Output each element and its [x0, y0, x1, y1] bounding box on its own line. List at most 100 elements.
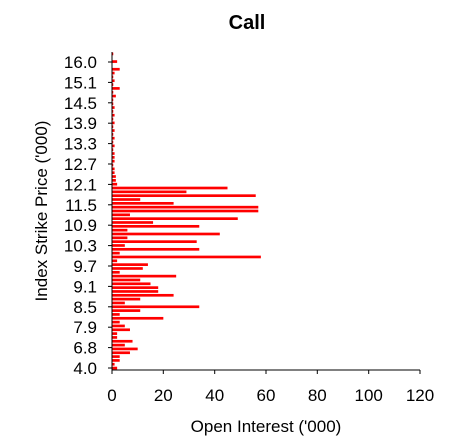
bar — [112, 87, 120, 90]
bar — [112, 148, 114, 152]
bar — [112, 209, 259, 213]
bar — [112, 159, 115, 163]
bar — [112, 110, 114, 113]
y-tick-label: 12.1 — [64, 175, 97, 194]
chart-title: Call — [229, 12, 266, 34]
bar — [112, 251, 120, 255]
bar — [112, 309, 141, 312]
x-tick-label: 120 — [406, 386, 434, 405]
y-tick-label: 9.1 — [73, 277, 97, 296]
bar — [112, 316, 164, 320]
y-axis-title: Index Strike Price ('000) — [32, 121, 51, 302]
y-tick-label: 14.5 — [64, 94, 97, 113]
y-tick-label: 10.3 — [64, 237, 97, 256]
bar — [112, 320, 120, 324]
x-tick-label: 0 — [107, 386, 116, 405]
bar — [112, 136, 115, 140]
bar — [112, 282, 151, 286]
bar — [112, 106, 115, 109]
x-axis-title: Open Interest ('000) — [191, 417, 342, 436]
bar — [112, 129, 115, 132]
y-tick-label: 12.7 — [64, 155, 97, 174]
bar — [112, 263, 148, 266]
bar — [112, 232, 220, 236]
bar — [112, 221, 154, 224]
bar — [112, 293, 174, 297]
bar — [112, 121, 115, 125]
bar — [112, 240, 197, 243]
bar — [112, 274, 177, 278]
bar — [112, 228, 128, 232]
bar — [112, 286, 159, 289]
bar — [112, 175, 116, 178]
y-tick-label: 11.5 — [65, 196, 97, 215]
bar — [112, 163, 114, 167]
y-tick-label: 10.9 — [64, 216, 97, 235]
bar — [112, 71, 115, 75]
bar — [112, 339, 133, 343]
bar — [112, 213, 130, 217]
bar — [112, 255, 261, 259]
bar — [112, 79, 115, 83]
bar — [112, 98, 114, 102]
bar — [112, 247, 200, 251]
x-tick-label: 60 — [257, 386, 276, 405]
bar — [112, 236, 128, 240]
bar — [112, 94, 116, 98]
bar — [112, 190, 187, 194]
bar — [112, 355, 120, 358]
bar — [112, 83, 114, 86]
y-tick-label: 6.8 — [73, 339, 97, 358]
bar — [112, 156, 115, 159]
bar — [112, 152, 115, 155]
bar — [112, 52, 114, 56]
bar — [112, 125, 114, 129]
bar — [112, 278, 141, 282]
bar — [112, 75, 114, 79]
bar — [112, 198, 141, 201]
bar — [112, 144, 115, 148]
x-tick-label: 100 — [355, 386, 383, 405]
bar — [112, 362, 115, 366]
bar — [112, 332, 118, 335]
y-tick-label: 8.5 — [73, 298, 97, 317]
y-tick-label: 13.3 — [64, 135, 97, 154]
bar — [112, 259, 118, 263]
bar — [112, 290, 159, 293]
bar — [112, 297, 141, 301]
bar — [112, 205, 259, 209]
y-axis-ticks: 16.015.1 14.513.9 13.312.712.1 11.510.9 10.3… — [64, 53, 112, 378]
bar — [112, 267, 143, 270]
bar — [112, 366, 118, 370]
bar — [112, 343, 125, 347]
bar — [112, 347, 138, 351]
bar — [112, 194, 256, 198]
y-tick-label: 13.9 — [64, 114, 97, 133]
bar — [112, 224, 200, 228]
y-tick-label: 9.7 — [73, 257, 97, 276]
bar — [112, 313, 120, 316]
y-tick-label: 4.0 — [73, 359, 97, 378]
bar — [112, 133, 114, 136]
bar — [112, 328, 130, 332]
bar — [112, 102, 114, 106]
x-axis-ticks: 0 20 40 60 80 100 120 — [107, 370, 434, 405]
bar — [112, 60, 118, 63]
bar — [112, 113, 115, 117]
x-tick-label: 80 — [308, 386, 327, 405]
y-tick-label: 16.0 — [64, 53, 97, 72]
bar — [112, 179, 116, 182]
bar — [112, 182, 118, 186]
y-tick-label: 15.1 — [64, 73, 97, 92]
x-tick-label: 20 — [154, 386, 173, 405]
bar — [112, 301, 125, 305]
bar — [112, 217, 238, 220]
bar — [112, 351, 130, 355]
bars-group — [112, 52, 261, 370]
bar — [112, 140, 114, 144]
y-tick-label: 7.9 — [73, 318, 97, 337]
bar — [112, 117, 114, 121]
bar — [112, 324, 125, 328]
x-tick-label: 40 — [205, 386, 224, 405]
